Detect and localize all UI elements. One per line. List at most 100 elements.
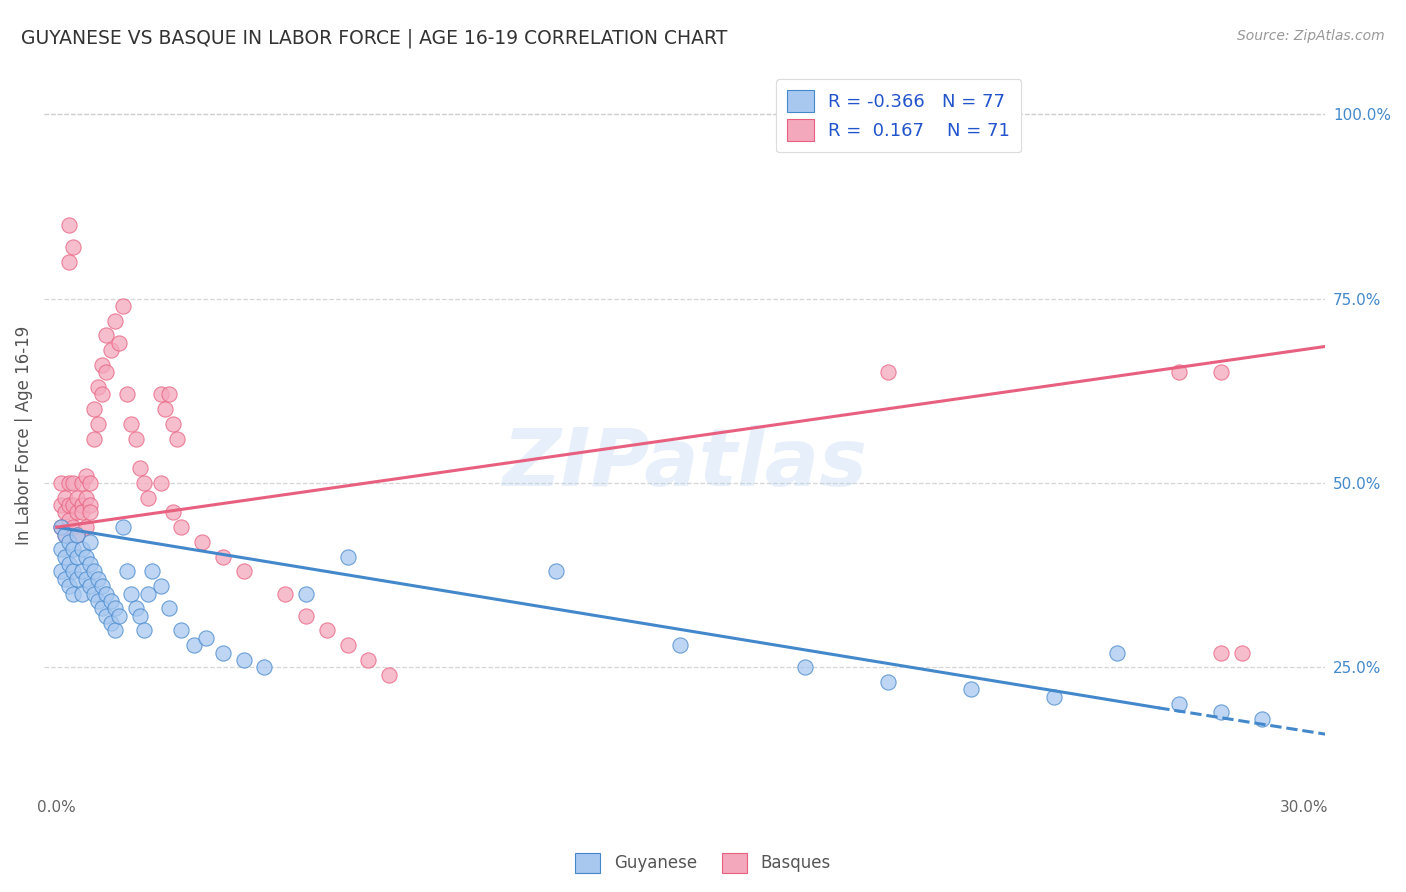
Point [79, 535, 101, 549]
Point [120, 417, 142, 431]
Point [100, 343, 122, 358]
Point [295, 586, 318, 600]
Y-axis label: In Labor Force | Age 16-19: In Labor Force | Age 16-19 [15, 326, 32, 545]
Point [62, 565, 84, 579]
Point [1209, 365, 1232, 379]
Point [1230, 646, 1253, 660]
Point [108, 335, 131, 350]
Point [132, 624, 155, 638]
Point [232, 653, 254, 667]
Point [170, 520, 193, 534]
Point [53, 572, 76, 586]
Point [96, 608, 118, 623]
Point [1043, 690, 1066, 704]
Point [91, 358, 114, 372]
Point [79, 505, 101, 519]
Point [79, 579, 101, 593]
Point [1209, 646, 1232, 660]
Point [53, 527, 76, 541]
Point [100, 615, 122, 630]
Point [336, 638, 359, 652]
Point [100, 594, 122, 608]
Point [49, 520, 72, 534]
Point [212, 646, 235, 660]
Point [136, 491, 159, 505]
Point [49, 542, 72, 557]
Point [58, 579, 80, 593]
Point [91, 387, 114, 401]
Point [62, 498, 84, 512]
Point [544, 565, 567, 579]
Point [96, 365, 118, 379]
Text: ZIPatlas: ZIPatlas [502, 425, 868, 502]
Point [79, 475, 101, 490]
Point [70, 565, 93, 579]
Point [274, 586, 297, 600]
Point [149, 579, 172, 593]
Point [91, 579, 114, 593]
Point [108, 608, 131, 623]
Point [70, 505, 93, 519]
Point [191, 535, 214, 549]
Point [96, 328, 118, 343]
Point [378, 667, 401, 681]
Point [70, 586, 93, 600]
Point [66, 491, 89, 505]
Point [120, 586, 142, 600]
Point [212, 549, 235, 564]
Point [49, 475, 72, 490]
Text: Source: ZipAtlas.com: Source: ZipAtlas.com [1237, 29, 1385, 43]
Point [58, 557, 80, 571]
Point [1168, 697, 1191, 711]
Point [53, 491, 76, 505]
Point [58, 475, 80, 490]
Point [58, 535, 80, 549]
Point [79, 498, 101, 512]
Point [669, 638, 692, 652]
Point [62, 475, 84, 490]
Point [153, 402, 176, 417]
Point [877, 365, 900, 379]
Point [70, 475, 93, 490]
Point [87, 572, 110, 586]
Point [195, 631, 218, 645]
Point [49, 498, 72, 512]
Point [62, 520, 84, 534]
Point [124, 432, 146, 446]
Point [66, 527, 89, 541]
Point [132, 475, 155, 490]
Point [104, 601, 127, 615]
Point [70, 498, 93, 512]
Point [128, 608, 150, 623]
Point [49, 520, 72, 534]
Legend: R = -0.366   N = 77, R =  0.167    N = 71: R = -0.366 N = 77, R = 0.167 N = 71 [776, 79, 1021, 153]
Point [83, 432, 105, 446]
Point [62, 542, 84, 557]
Point [62, 586, 84, 600]
Point [112, 299, 135, 313]
Point [62, 240, 84, 254]
Point [49, 565, 72, 579]
Point [66, 549, 89, 564]
Point [96, 586, 118, 600]
Point [157, 387, 180, 401]
Point [79, 557, 101, 571]
Point [794, 660, 817, 674]
Point [136, 586, 159, 600]
Point [87, 380, 110, 394]
Point [75, 572, 97, 586]
Point [83, 565, 105, 579]
Point [124, 601, 146, 615]
Point [83, 586, 105, 600]
Point [66, 572, 89, 586]
Point [104, 314, 127, 328]
Point [53, 549, 76, 564]
Point [336, 549, 359, 564]
Point [162, 417, 184, 431]
Point [117, 565, 139, 579]
Point [162, 505, 184, 519]
Point [357, 653, 380, 667]
Point [1209, 705, 1232, 719]
Point [253, 660, 276, 674]
Point [53, 527, 76, 541]
